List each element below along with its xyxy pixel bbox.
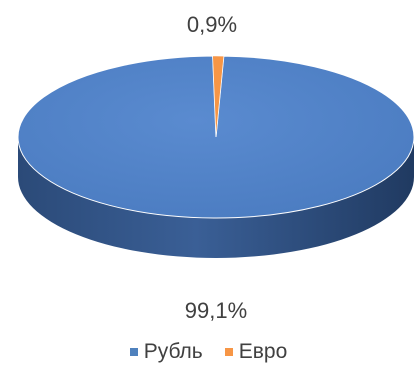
- pie-top-layer: [17, 55, 415, 219]
- chart-legend: Рубль Евро: [0, 340, 417, 364]
- legend-swatch-evro: [224, 348, 233, 356]
- legend-item-rubl: Рубль: [129, 340, 203, 364]
- legend-item-evro: Евро: [224, 340, 288, 364]
- legend-label-rubl: Рубль: [143, 340, 203, 363]
- pie-side-wall: [18, 137, 414, 258]
- legend-label-evro: Евро: [238, 340, 288, 363]
- legend-swatch-rubl: [129, 348, 138, 356]
- data-label-rubl: 99,1%: [185, 298, 247, 323]
- pie-label-layer: 0,9% 99,1%: [185, 12, 247, 323]
- data-label-evro: 0,9%: [187, 12, 237, 37]
- pie-slice-evro: [212, 55, 225, 138]
- pie-side-layer: [18, 137, 414, 258]
